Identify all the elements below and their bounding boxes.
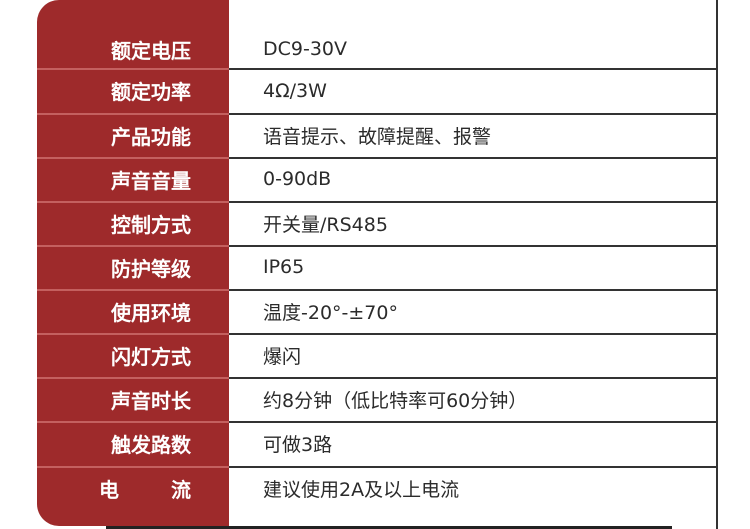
spec-value: 4Ω/3W bbox=[263, 79, 327, 102]
spec-label: 触发路数 bbox=[37, 421, 229, 466]
spec-value: 可做3路 bbox=[263, 434, 333, 456]
spec-label: 闪灯方式 bbox=[37, 333, 229, 377]
spec-label: 控制方式 bbox=[37, 201, 229, 245]
row-divider bbox=[37, 245, 717, 247]
spec-label-text: 额定电压 bbox=[111, 38, 191, 63]
spec-row: 额定电压 DC9-30V bbox=[37, 30, 718, 68]
spec-row: 闪灯方式 爆闪 bbox=[37, 333, 718, 377]
spec-value: 开关量/RS485 bbox=[263, 213, 388, 236]
spec-row: 声音音量 0-90dB bbox=[37, 157, 718, 201]
spec-value: 爆闪 bbox=[263, 345, 302, 368]
spec-row: 防护等级 IP65 bbox=[37, 245, 718, 289]
row-divider bbox=[37, 113, 717, 115]
spec-label: 使用环境 bbox=[37, 289, 229, 333]
spec-label-text: 使用环境 bbox=[111, 300, 191, 325]
bottom-bar bbox=[106, 526, 672, 529]
row-divider bbox=[37, 68, 717, 70]
spec-row: 控制方式 开关量/RS485 bbox=[37, 201, 718, 245]
table-right-border bbox=[716, 0, 718, 529]
spec-label-text: 声音音量 bbox=[111, 168, 191, 193]
spec-row: 产品功能 语音提示、故障提醒、报警 bbox=[37, 113, 718, 157]
spec-label: 声音时长 bbox=[37, 377, 229, 421]
spec-label-text: 声音时长 bbox=[111, 388, 191, 413]
row-divider bbox=[37, 333, 717, 335]
row-divider bbox=[37, 201, 717, 203]
spec-label: 声音音量 bbox=[37, 157, 229, 201]
spec-label-char: 电 bbox=[99, 477, 119, 502]
row-divider bbox=[37, 157, 717, 159]
spec-label-text: 防护等级 bbox=[111, 256, 191, 281]
spec-label: 电流 bbox=[37, 466, 229, 510]
row-divider bbox=[37, 377, 717, 379]
spec-value: 建议使用2A及以上电流 bbox=[263, 478, 460, 501]
spec-label: 产品功能 bbox=[37, 113, 229, 157]
spec-label: 防护等级 bbox=[37, 245, 229, 289]
spec-label: 额定电压 bbox=[37, 30, 229, 68]
spec-label-text: 控制方式 bbox=[111, 212, 191, 237]
spec-row: 声音时长 约8分钟（低比特率可60分钟） bbox=[37, 377, 718, 421]
spec-value: 0-90dB bbox=[263, 168, 332, 190]
row-divider bbox=[37, 289, 717, 291]
spec-value: IP65 bbox=[263, 256, 305, 278]
spec-value: 语音提示、故障提醒、报警 bbox=[263, 125, 492, 148]
spec-row: 电流建议使用2A及以上电流 bbox=[37, 466, 718, 510]
row-divider bbox=[37, 466, 717, 468]
row-divider bbox=[37, 421, 717, 423]
spec-row: 额定功率 4Ω/3W bbox=[37, 68, 718, 113]
label-column-bg bbox=[37, 0, 229, 526]
spec-label-text: 额定功率 bbox=[111, 80, 191, 104]
spec-value: 约8分钟（低比特率可60分钟） bbox=[263, 389, 528, 412]
spec-label-text: 闪灯方式 bbox=[111, 344, 191, 369]
spec-label-text: 产品功能 bbox=[111, 124, 191, 149]
spec-label: 额定功率 bbox=[37, 68, 229, 113]
spec-row: 使用环境 温度-20°-±70° bbox=[37, 289, 718, 333]
spec-row: 触发路数 可做3路 bbox=[37, 421, 718, 466]
spec-label-text: 触发路数 bbox=[111, 433, 191, 457]
spec-label-char: 流 bbox=[171, 477, 191, 502]
spec-value: DC9-30V bbox=[263, 38, 348, 60]
spec-label-text: 电流 bbox=[99, 474, 191, 503]
spec-value: 温度-20°-±70° bbox=[263, 301, 398, 324]
